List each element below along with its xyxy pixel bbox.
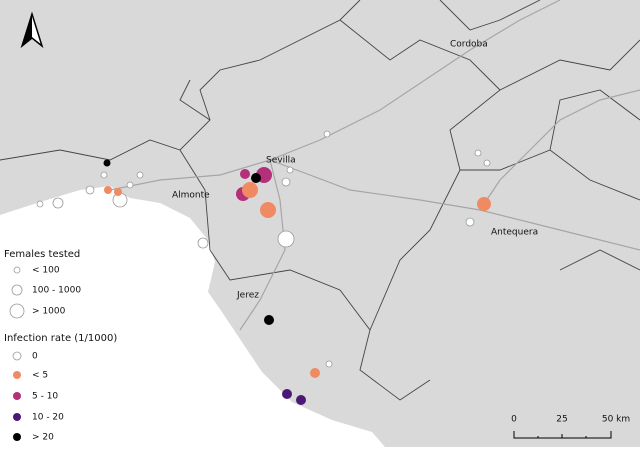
legend-title: Females tested	[4, 249, 80, 260]
place-label: Jerez	[236, 291, 259, 301]
site	[85, 185, 95, 195]
scale-label: 50 km	[602, 415, 630, 425]
place-label: Antequera	[491, 228, 538, 238]
site	[103, 159, 111, 167]
scale-bar: 0 25 50 km	[511, 415, 630, 439]
site	[264, 315, 274, 325]
site	[477, 197, 491, 211]
legend-label: > 20	[32, 433, 54, 443]
sites	[36, 130, 491, 405]
site	[100, 171, 108, 179]
site	[240, 169, 250, 179]
site	[281, 177, 291, 187]
site	[474, 149, 482, 157]
border	[339, 19, 640, 201]
legend-label: 100 - 1000	[32, 286, 81, 296]
site	[325, 360, 333, 368]
legend-symbol	[13, 266, 21, 274]
site	[126, 181, 134, 189]
site	[36, 200, 44, 208]
legend-label: 0	[32, 352, 38, 362]
scale-label: 0	[511, 415, 517, 425]
border	[439, 0, 640, 271]
site	[114, 188, 122, 196]
sea	[0, 186, 385, 447]
site	[483, 159, 491, 167]
road	[109, 159, 640, 251]
site	[251, 173, 261, 183]
legend-label: 10 - 20	[32, 413, 64, 423]
site	[310, 368, 320, 378]
site	[323, 130, 331, 138]
road	[479, 89, 640, 211]
roads	[109, 0, 640, 331]
legend-label: < 5	[32, 371, 48, 381]
site	[277, 230, 295, 248]
road	[269, 0, 561, 161]
scale-label: 25	[556, 415, 567, 425]
legend: Females tested < 100 100 - 1000 > 1000 I…	[4, 249, 117, 443]
site	[104, 186, 112, 194]
legend-symbol	[13, 413, 21, 421]
legend-symbol	[13, 371, 21, 379]
border	[179, 79, 431, 401]
site	[465, 217, 475, 227]
legend-title: Infection rate (1/1000)	[4, 333, 117, 344]
site	[296, 395, 306, 405]
border	[0, 0, 361, 161]
place-label: Almonte	[172, 191, 210, 201]
place-label: Sevilla	[266, 156, 296, 166]
site	[260, 202, 276, 218]
scale-bar-line	[513, 431, 612, 439]
north-arrow	[20, 11, 44, 49]
north-arrow-half	[22, 14, 32, 46]
site	[242, 182, 258, 198]
place-label: Cordoba	[450, 40, 488, 50]
legend-symbol	[12, 351, 22, 361]
site	[282, 389, 292, 399]
place-labels: Cordoba Sevilla Almonte Antequera Jerez	[172, 40, 538, 301]
legend-symbol	[13, 392, 21, 400]
site	[52, 197, 64, 209]
borders	[0, 0, 640, 401]
legend-label: > 1000	[32, 307, 66, 317]
site	[136, 171, 144, 179]
legend-symbol	[11, 284, 23, 296]
legend-symbol	[13, 433, 21, 441]
legend-symbol	[9, 303, 25, 319]
legend-label: < 100	[32, 266, 60, 276]
road	[239, 159, 286, 331]
site	[197, 237, 209, 249]
legend-label: 5 - 10	[32, 392, 58, 402]
site	[286, 166, 294, 174]
